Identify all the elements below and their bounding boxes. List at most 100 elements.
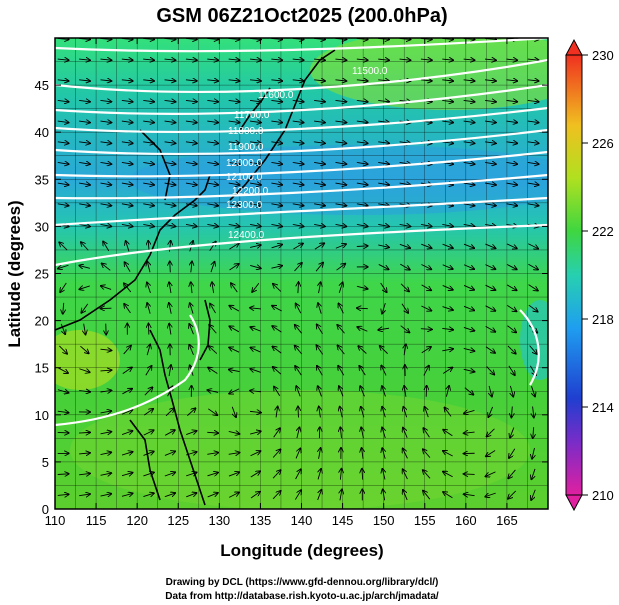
wind-arrow (484, 100, 496, 101)
wind-arrow (249, 80, 261, 81)
wind-arrow (442, 59, 453, 60)
wind-arrow (510, 385, 513, 397)
wind-arrow (100, 411, 112, 413)
wind-arrow (362, 469, 363, 480)
wind-arrow (382, 427, 385, 439)
wind-arrow (295, 366, 302, 376)
wind-arrow (57, 100, 69, 101)
wind-arrow (420, 59, 432, 60)
wind-arrow (506, 304, 516, 311)
wind-arrow (485, 305, 496, 311)
wind-arrow (143, 451, 154, 456)
wind-arrow (229, 306, 240, 312)
wind-arrow (489, 385, 492, 397)
wind-arrow (340, 469, 341, 480)
wind-arrow (464, 410, 475, 413)
wind-arrow (463, 80, 475, 81)
wind-arrow (297, 427, 300, 439)
wind-arrow (314, 121, 325, 122)
credit-data: Data from http://database.rish.kyoto-u.a… (165, 591, 439, 602)
wind-arrow (271, 266, 282, 269)
wind-arrow (228, 100, 240, 101)
wind-arrow (58, 265, 69, 268)
wind-arrow (527, 80, 539, 81)
x-tick-label: 120 (126, 513, 148, 528)
wind-arrow (298, 282, 299, 294)
wind-arrow (335, 162, 347, 164)
wind-arrow (207, 121, 218, 122)
wind-arrow (510, 427, 515, 438)
wind-arrow (103, 241, 110, 252)
wind-arrow (249, 162, 261, 164)
wind-arrow (190, 303, 193, 314)
wind-arrow (101, 286, 112, 290)
wind-arrow (378, 183, 389, 185)
wind-arrow (484, 59, 496, 60)
wind-arrow (189, 324, 194, 335)
wind-arrow (164, 430, 175, 436)
wind-arrow (164, 100, 176, 101)
wind-arrow (533, 427, 534, 438)
wind-arrow (463, 243, 474, 248)
wind-arrow (186, 472, 196, 475)
wind-arrow (336, 264, 346, 271)
wind-arrow (463, 369, 475, 371)
wind-arrow (528, 284, 538, 291)
wind-arrow (531, 489, 536, 500)
wind-arrow (295, 325, 303, 334)
wind-arrow (421, 347, 431, 354)
wind-arrow (292, 142, 304, 144)
wind-arrow (185, 142, 197, 144)
wind-arrow (508, 490, 517, 499)
wind-arrow (84, 323, 86, 335)
wind-arrow (273, 367, 282, 375)
wind-arrow (164, 451, 175, 456)
colorbar: 230 226 222 218 214 210 (565, 38, 614, 512)
wind-arrow (229, 347, 240, 353)
wind-arrow (423, 470, 431, 479)
wind-arrow (295, 346, 303, 355)
wind-arrow (509, 448, 516, 458)
wind-arrow (528, 263, 538, 269)
map-title: GSM 06Z21Oct2025 (200.0hPa) (156, 5, 447, 27)
wind-arrow (338, 366, 345, 376)
y-tick-label: 35 (35, 172, 49, 187)
wind-arrow (463, 100, 475, 101)
wind-arrow (79, 369, 89, 373)
colorbar-min-arrow (565, 494, 583, 512)
wind-arrow (403, 469, 408, 480)
wind-arrow (463, 305, 474, 310)
wind-arrow (506, 80, 517, 81)
wind-arrow (507, 345, 516, 354)
wind-arrow (124, 283, 132, 293)
wind-arrow (229, 264, 239, 271)
wind-arrow (335, 142, 346, 144)
wind-arrow (358, 346, 367, 354)
wind-arrow (484, 162, 496, 164)
colorbar-tick-label: 222 (592, 224, 614, 239)
wind-arrow (335, 224, 347, 226)
wind-arrow (401, 303, 408, 313)
wind-arrow (229, 388, 240, 394)
wind-arrow (356, 224, 368, 226)
wind-arrow (100, 100, 111, 101)
wind-arrow (164, 204, 176, 206)
wind-arrow (296, 386, 301, 397)
wind-arrow (79, 183, 90, 185)
wind-arrow (228, 142, 240, 144)
wind-arrow (443, 492, 453, 499)
wind-arrow (400, 283, 409, 292)
wind-arrow (361, 427, 363, 439)
wind-arrow (484, 142, 496, 144)
wind-arrow (527, 162, 539, 164)
x-tick-label: 145 (332, 513, 354, 528)
wind-arrow (100, 432, 112, 434)
wind-arrow (276, 407, 278, 418)
wind-arrow (292, 100, 304, 101)
x-tick-label: 135 (250, 513, 272, 528)
wind-arrow (442, 121, 453, 122)
wind-arrow (250, 369, 261, 373)
wind-arrow (228, 183, 240, 185)
wind-arrow (337, 325, 345, 334)
wind-arrow (143, 472, 153, 476)
